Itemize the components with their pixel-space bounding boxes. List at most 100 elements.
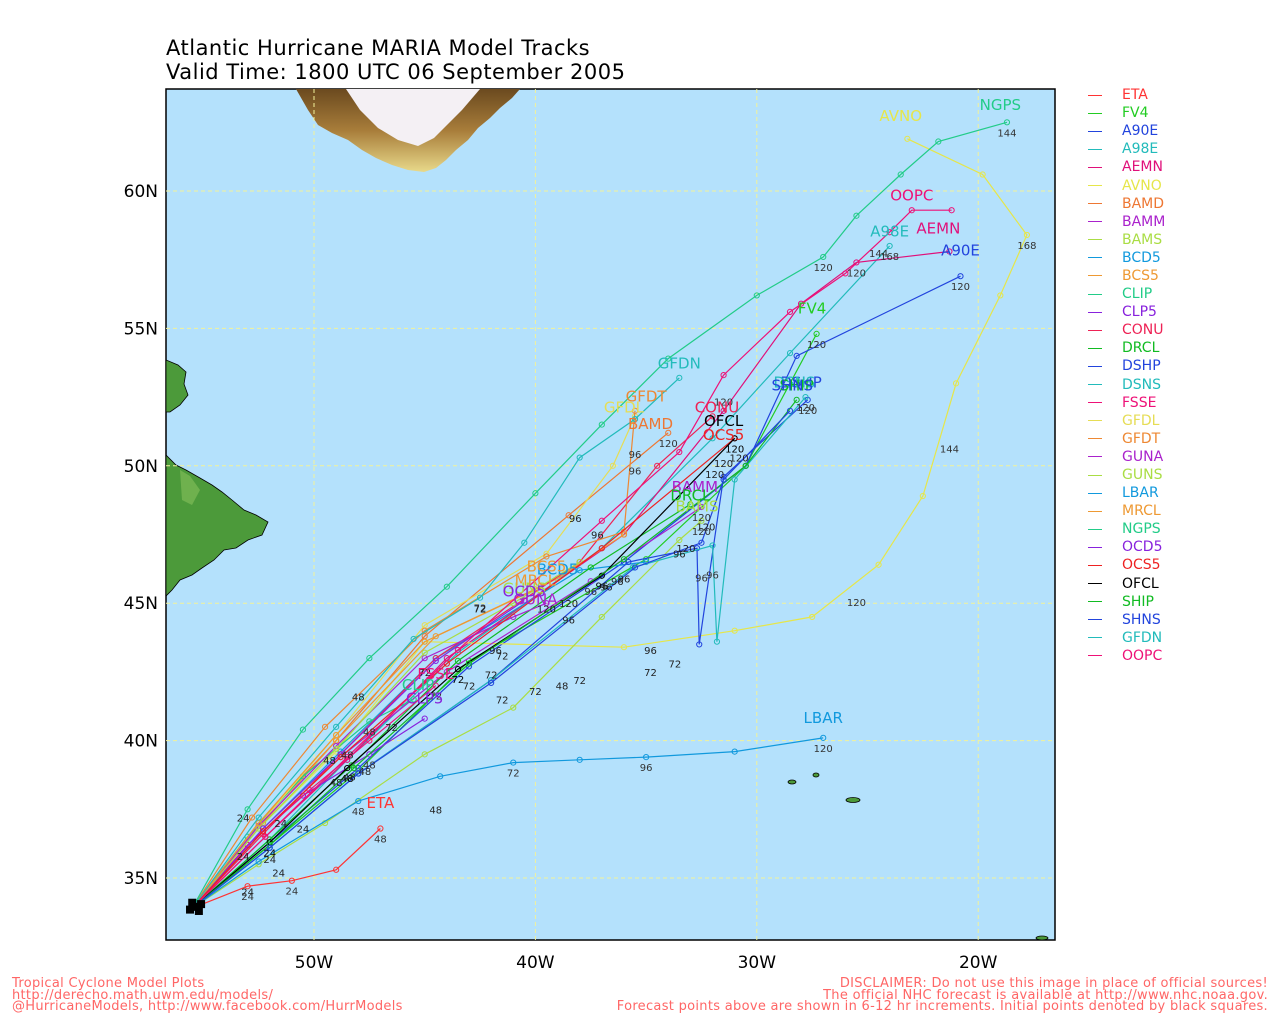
- hour-label: 72: [463, 682, 476, 693]
- forecast-point: [797, 300, 805, 307]
- forecast-point: [344, 753, 351, 761]
- hour-label: 72: [474, 604, 487, 615]
- legend-item-guna: GUNA: [1088, 448, 1165, 466]
- forecast-point: [350, 764, 357, 772]
- track-drcl: [191, 503, 691, 909]
- forecast-point: [288, 877, 295, 884]
- legend-item-drcl: DRCL: [1088, 339, 1165, 357]
- forecast-point: [631, 407, 639, 414]
- legend-item-dshp: DSHP: [1088, 357, 1165, 375]
- forecast-point: [698, 539, 705, 546]
- legend-label: DRCL: [1122, 340, 1160, 357]
- hour-label: 72: [418, 668, 431, 679]
- forecast-point: [731, 748, 738, 755]
- legend-label: OOPC: [1122, 647, 1163, 664]
- hour-label: 72: [452, 675, 465, 686]
- legend-swatch: [1088, 655, 1102, 657]
- legend-swatch: [1088, 221, 1102, 223]
- y-tick-label: 50N: [124, 457, 158, 477]
- y-tick-label: 60N: [124, 182, 158, 202]
- initial-point-square: [197, 900, 206, 909]
- forecast-point: [576, 567, 583, 574]
- forecast-point: [793, 396, 800, 403]
- forecast-point: [720, 372, 727, 379]
- forecast-point: [979, 171, 986, 178]
- forecast-point: [532, 490, 539, 497]
- model-label-clip: CLIP: [402, 676, 434, 694]
- legend-label: OFCL: [1122, 575, 1159, 592]
- legend-label: AVNO: [1122, 177, 1162, 194]
- legend-item-gfdn: GFDN: [1088, 629, 1165, 647]
- forecast-point: [333, 723, 340, 730]
- hour-label: 72: [529, 687, 542, 698]
- footer-forecast-note: Forecast points above are shown in 6-12 …: [616, 999, 1268, 1014]
- forecast-point: [809, 613, 816, 621]
- legend-item-avno: AVNO: [1088, 176, 1165, 194]
- hour-label: 120: [725, 444, 744, 455]
- forecast-point: [709, 542, 716, 549]
- model-label-ocs5: OCS5: [703, 426, 744, 444]
- model-label-ocd5: OCD5: [503, 582, 546, 600]
- track-bams: [191, 520, 702, 909]
- model-label-a98e: A98E: [870, 222, 909, 240]
- forecast-point: [853, 212, 860, 219]
- hour-label: 144: [997, 128, 1016, 139]
- track-guna: [191, 602, 547, 909]
- hour-label: 48: [323, 756, 336, 767]
- legend-label: FSSE: [1122, 394, 1157, 411]
- forecast-point: [665, 355, 672, 362]
- model-label-bams: BAMS: [676, 497, 719, 515]
- legend-item-fv4: FV4: [1088, 104, 1165, 122]
- hour-label: 120: [696, 522, 715, 533]
- legend-item-shns: SHNS: [1088, 611, 1165, 629]
- legend-item-ngps: NGPS: [1088, 520, 1165, 538]
- forecast-point: [753, 292, 760, 299]
- axis-labels: 50W 40W 30W 20W 60N 55N 50N 45N 40N 35N: [124, 182, 998, 973]
- forecast-point: [620, 644, 628, 651]
- model-label-ngps: NGPS: [980, 96, 1021, 114]
- legend-label: LBAR: [1122, 485, 1159, 502]
- hour-label: 144: [940, 444, 959, 455]
- legend-label: DSHP: [1122, 358, 1161, 375]
- hour-label: 96: [584, 587, 597, 598]
- hour-label: 24: [237, 852, 250, 863]
- forecast-point: [820, 253, 827, 261]
- forecast-point: [437, 773, 444, 780]
- hour-label: 120: [847, 598, 866, 609]
- hour-label: 72: [669, 660, 682, 671]
- forecast-point: [720, 407, 727, 414]
- hour-label: 144: [869, 249, 888, 260]
- hour-label: 48: [429, 805, 442, 816]
- forecast-point: [355, 797, 362, 805]
- hour-label: 48: [341, 774, 354, 785]
- forecast-point: [786, 308, 794, 316]
- footer-site-url[interactable]: http://derecho.math.uwm.edu/models/: [12, 987, 274, 1003]
- footer-social-links[interactable]: @HurricaneModels, http://www.facebook.co…: [12, 999, 403, 1014]
- legend-label: SHNS: [1122, 611, 1161, 628]
- legend-label: CLIP: [1122, 286, 1153, 303]
- legend-item-eta: ETA: [1088, 86, 1165, 104]
- forecast-point: [432, 633, 439, 640]
- hour-label: 48: [341, 750, 354, 761]
- forecast-point: [587, 564, 594, 571]
- legend-item-clip: CLIP: [1088, 285, 1165, 303]
- hour-label: 168: [880, 252, 899, 263]
- hour-label: 24: [272, 869, 285, 880]
- track-a90e: [191, 275, 961, 909]
- legend-swatch: [1088, 637, 1102, 639]
- hour-label: 120: [692, 513, 711, 524]
- model-label-avno: AVNO: [879, 107, 922, 125]
- forecast-point: [576, 454, 583, 461]
- forecast-point: [255, 858, 262, 865]
- forecast-point: [521, 539, 528, 546]
- forecast-point: [266, 844, 273, 851]
- model-label-bamm: BAMM: [672, 478, 718, 496]
- forecast-point: [443, 583, 450, 590]
- legend-item-bcs5: BCS5: [1088, 267, 1165, 285]
- footer-left: Tropical Cyclone Model Plots http://dere…: [12, 977, 403, 1014]
- legend-item-ofcl: OFCL: [1088, 575, 1165, 593]
- legend-label: GFDL: [1122, 412, 1160, 429]
- hour-label: 48: [374, 835, 387, 846]
- model-label-conu: CONU: [695, 398, 739, 416]
- model-label-dsns: DSNS: [774, 374, 816, 392]
